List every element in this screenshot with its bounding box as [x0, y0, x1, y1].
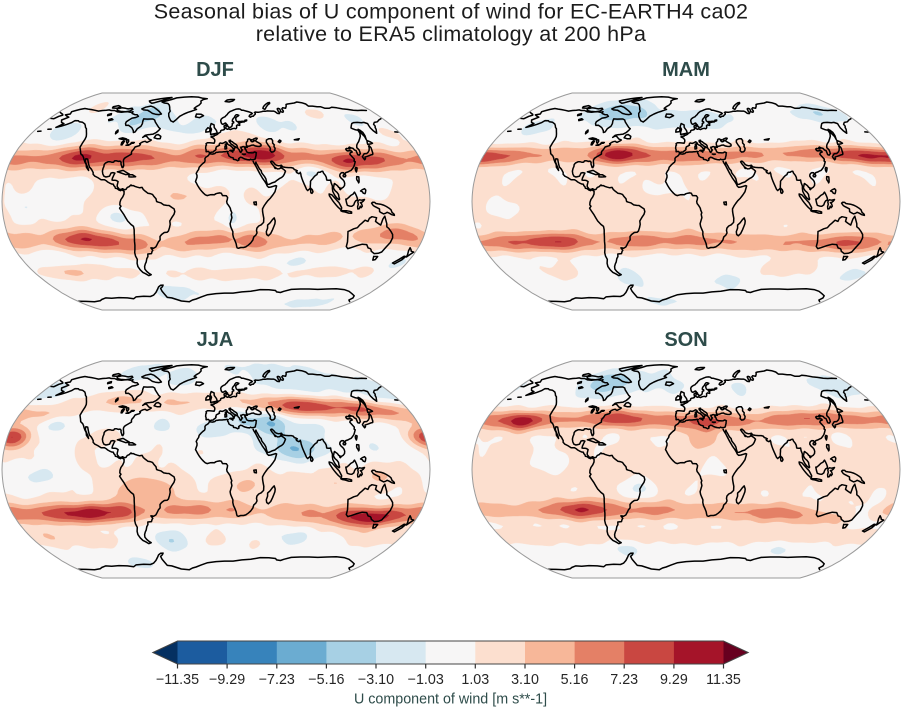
svg-text:−11.35: −11.35 [156, 672, 199, 688]
svg-text:−1.03: −1.03 [408, 672, 444, 688]
svg-text:7.23: 7.23 [610, 672, 638, 688]
svg-text:−9.29: −9.29 [209, 672, 245, 688]
svg-text:−3.10: −3.10 [358, 672, 394, 688]
svg-text:−5.16: −5.16 [308, 672, 344, 688]
svg-text:SON: SON [664, 329, 707, 351]
svg-text:Seasonal bias of U component o: Seasonal bias of U component of wind for… [154, 0, 749, 24]
svg-text:9.29: 9.29 [660, 672, 688, 688]
svg-text:JJA: JJA [197, 329, 234, 351]
svg-text:relative to ERA5 climatology a: relative to ERA5 climatology at 200 hPa [256, 22, 647, 46]
svg-text:3.10: 3.10 [511, 672, 539, 688]
svg-text:11.35: 11.35 [706, 672, 741, 688]
svg-text:1.03: 1.03 [461, 672, 489, 688]
svg-text:MAM: MAM [662, 59, 710, 81]
svg-text:−7.23: −7.23 [259, 672, 295, 688]
svg-text:5.16: 5.16 [561, 672, 589, 688]
svg-text:DJF: DJF [196, 59, 234, 81]
svg-text:U component of wind [m s**-1]: U component of wind [m s**-1] [354, 692, 547, 707]
